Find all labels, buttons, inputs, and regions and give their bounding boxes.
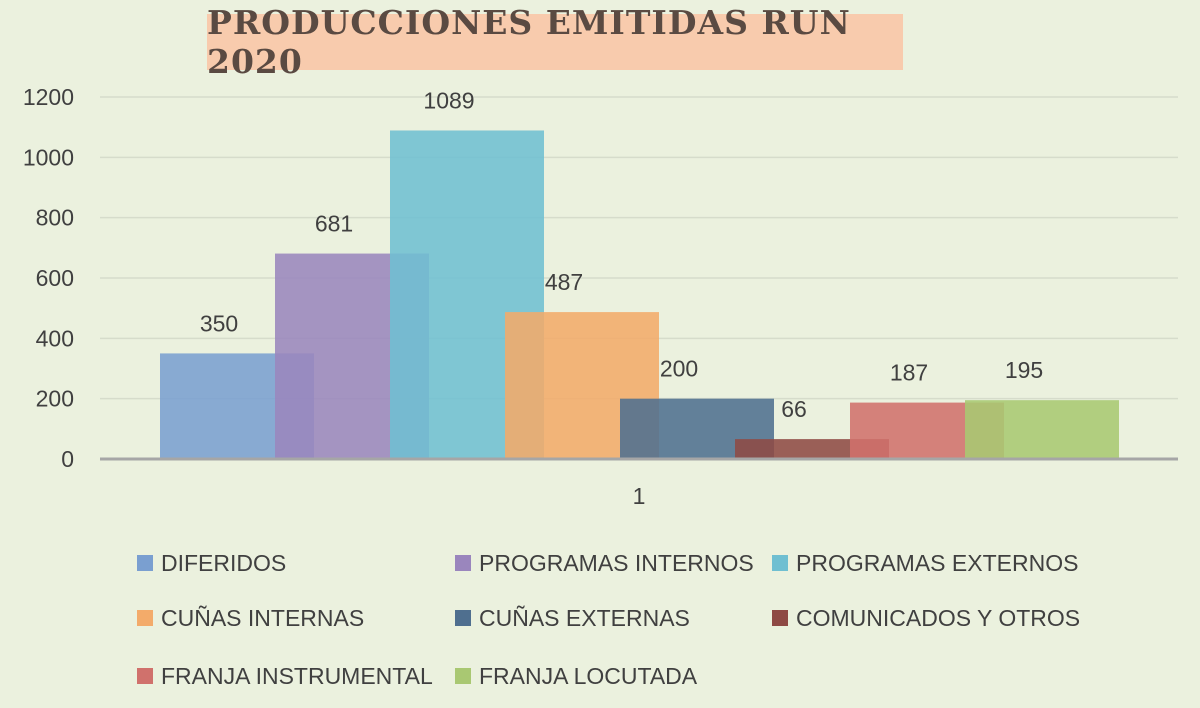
legend-label: CUÑAS INTERNAS: [161, 605, 364, 631]
legend-label: FRANJA LOCUTADA: [479, 663, 698, 689]
y-tick-label: 0: [61, 446, 74, 472]
data-label: 195: [1005, 357, 1043, 383]
legend-swatch: [137, 555, 153, 571]
y-axis: 0 200 400 600 800 1000 1200: [23, 84, 74, 472]
bars: [160, 130, 1119, 460]
data-label: 1089: [423, 87, 474, 113]
x-axis: 1: [100, 457, 1178, 509]
legend-label: COMUNICADOS Y OTROS: [796, 605, 1080, 631]
y-tick-label: 400: [36, 325, 74, 351]
bar: [965, 400, 1119, 459]
legend-swatch: [772, 610, 788, 626]
y-tick-label: 1200: [23, 84, 74, 110]
y-tick-label: 200: [36, 386, 74, 412]
data-label: 350: [200, 310, 238, 336]
legend-swatch: [137, 668, 153, 684]
data-labels: 350 681 1089 487 200 66 187 195: [200, 87, 1043, 422]
data-label: 187: [890, 360, 928, 386]
legend-label: PROGRAMAS INTERNOS: [479, 550, 754, 576]
legend: DIFERIDOS PROGRAMAS INTERNOS PROGRAMAS EXT…: [137, 550, 1080, 689]
y-tick-label: 1000: [23, 144, 74, 170]
legend-swatch: [455, 610, 471, 626]
legend-label: FRANJA INSTRUMENTAL: [161, 663, 433, 689]
data-label: 681: [315, 211, 353, 237]
data-label: 487: [545, 269, 583, 295]
x-tick-label: 1: [633, 483, 646, 509]
legend-label: DIFERIDOS: [161, 550, 286, 576]
legend-label: CUÑAS EXTERNAS: [479, 605, 690, 631]
data-label: 66: [781, 396, 807, 422]
legend-swatch: [455, 668, 471, 684]
legend-swatch: [137, 610, 153, 626]
y-tick-label: 600: [36, 265, 74, 291]
legend-label: PROGRAMAS EXTERNOS: [796, 550, 1078, 576]
legend-swatch: [455, 555, 471, 571]
data-label: 200: [660, 356, 698, 382]
legend-swatch: [772, 555, 788, 571]
y-tick-label: 800: [36, 205, 74, 231]
